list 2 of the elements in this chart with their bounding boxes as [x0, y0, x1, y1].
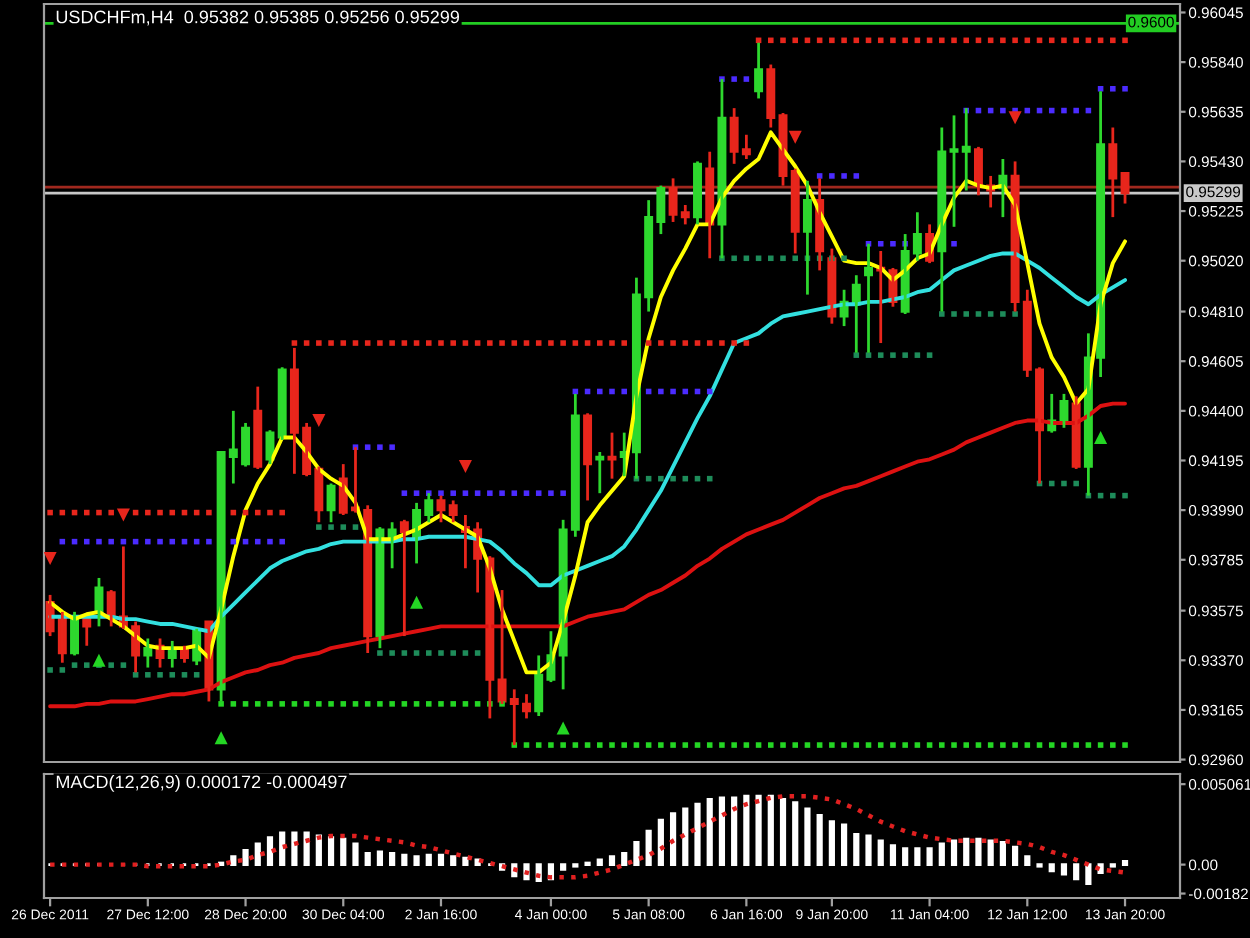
chart-title: USDCHFm,H4 0.95382 0.95385 0.95256 0.95299 [56, 10, 460, 26]
chart-title: MACD(12,26,9) 0.000172 -0.000497 [56, 774, 347, 792]
